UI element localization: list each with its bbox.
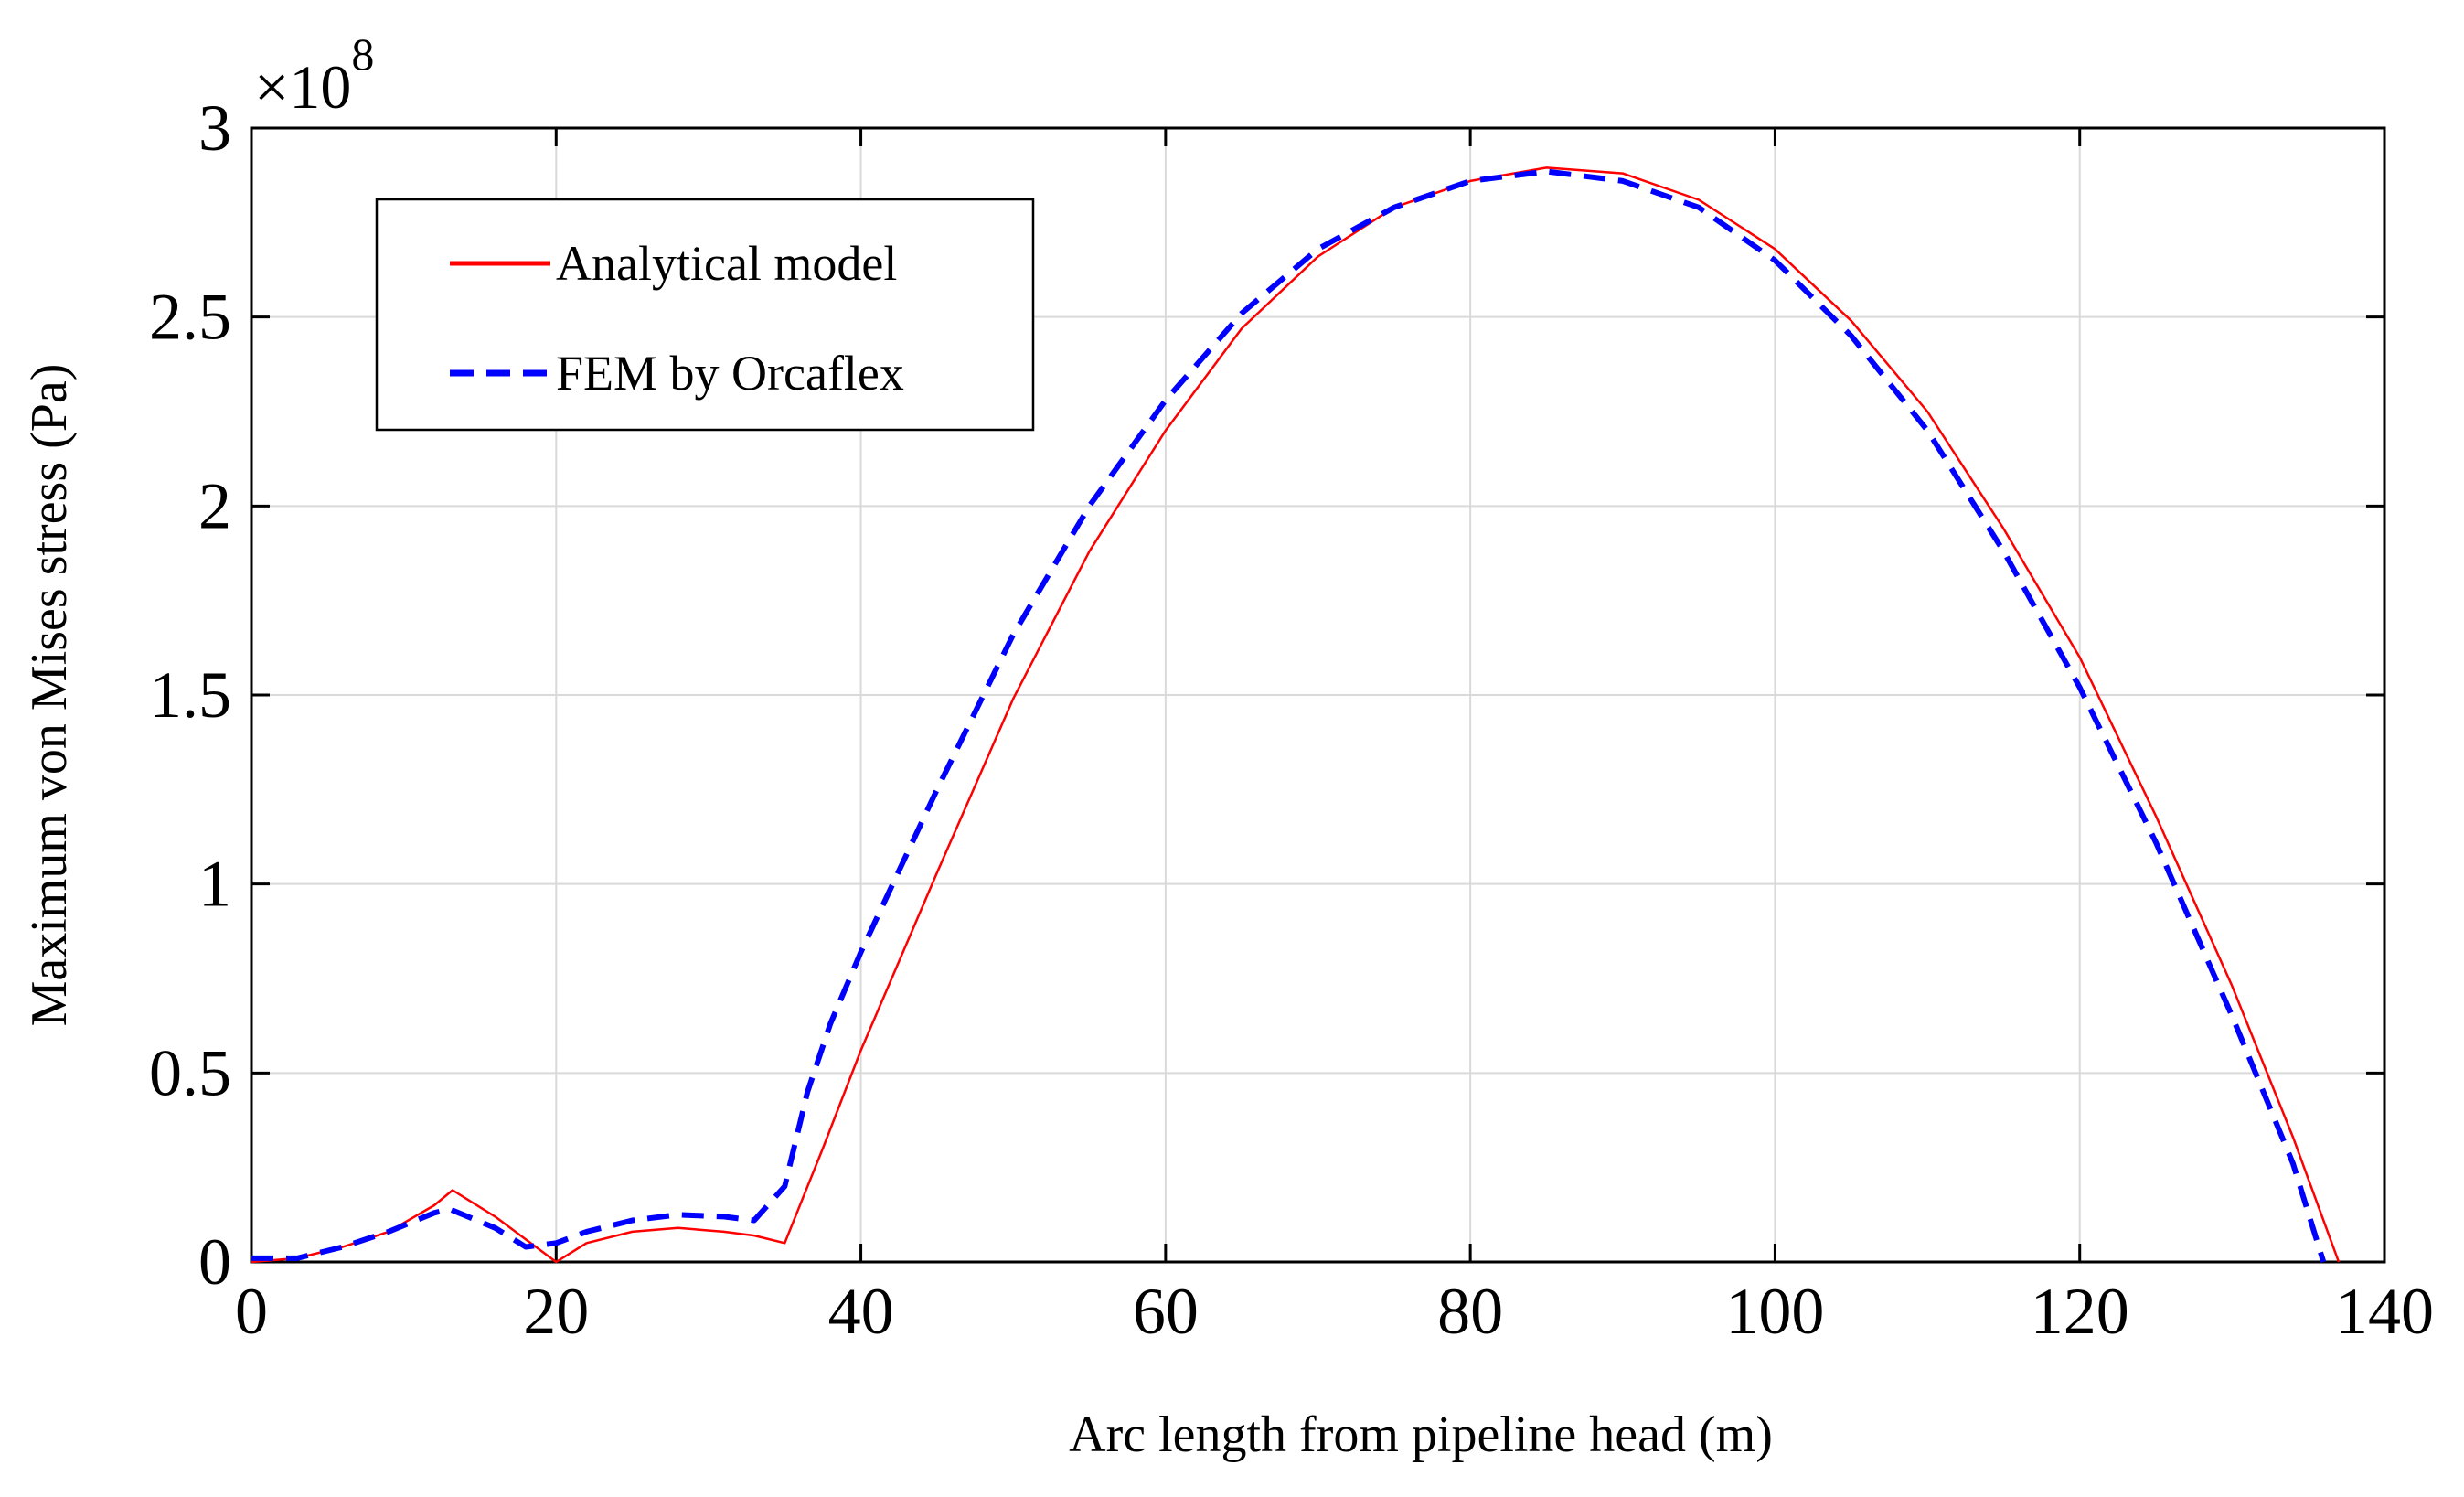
x-tick-label: 120 <box>2031 1275 2129 1348</box>
x-tick-labels: 0 20 40 60 80 100 120 140 <box>235 1275 2434 1348</box>
y-axis-exponent: ×108 <box>254 28 374 122</box>
legend-box <box>375 198 1035 432</box>
y-tick-label: 1 <box>198 848 231 921</box>
x-tick-label: 40 <box>828 1275 894 1348</box>
y-tick-label: 2.5 <box>149 281 231 354</box>
x-axis-title: Arc length from pipeline head (m) <box>1069 1406 1773 1463</box>
x-tick-label: 20 <box>523 1275 589 1348</box>
y-axis-title: Maximum von Mises stress (Pa) <box>21 364 78 1027</box>
series-line-fem <box>251 168 2327 1263</box>
y-tick-label: 0 <box>198 1225 231 1299</box>
x-tick-label: 100 <box>1725 1275 1824 1348</box>
y-tick-label: 0.5 <box>149 1036 231 1109</box>
x-tick-label: 60 <box>1133 1275 1199 1348</box>
legend-label-analytical: Analytical model <box>556 236 897 291</box>
y-tick-labels: 0 0.5 1 1.5 2 2.5 3 <box>149 91 231 1299</box>
x-tick-label: 0 <box>235 1275 268 1348</box>
y-tick-label: 3 <box>198 91 231 165</box>
y-axis-exponent-base: ×10 <box>254 52 351 122</box>
x-tick-label: 80 <box>1437 1275 1503 1348</box>
series-line-analytical <box>251 166 2341 1264</box>
x-tick-label: 140 <box>2335 1275 2434 1348</box>
legend-label-fem: FEM by Orcaflex <box>556 346 904 401</box>
series-layer <box>251 166 2341 1264</box>
legend: Analytical model FEM by Orcaflex <box>375 198 1035 432</box>
y-axis-exponent-power: 8 <box>351 28 374 80</box>
y-tick-label: 2 <box>198 469 231 542</box>
y-tick-label: 1.5 <box>149 658 231 732</box>
